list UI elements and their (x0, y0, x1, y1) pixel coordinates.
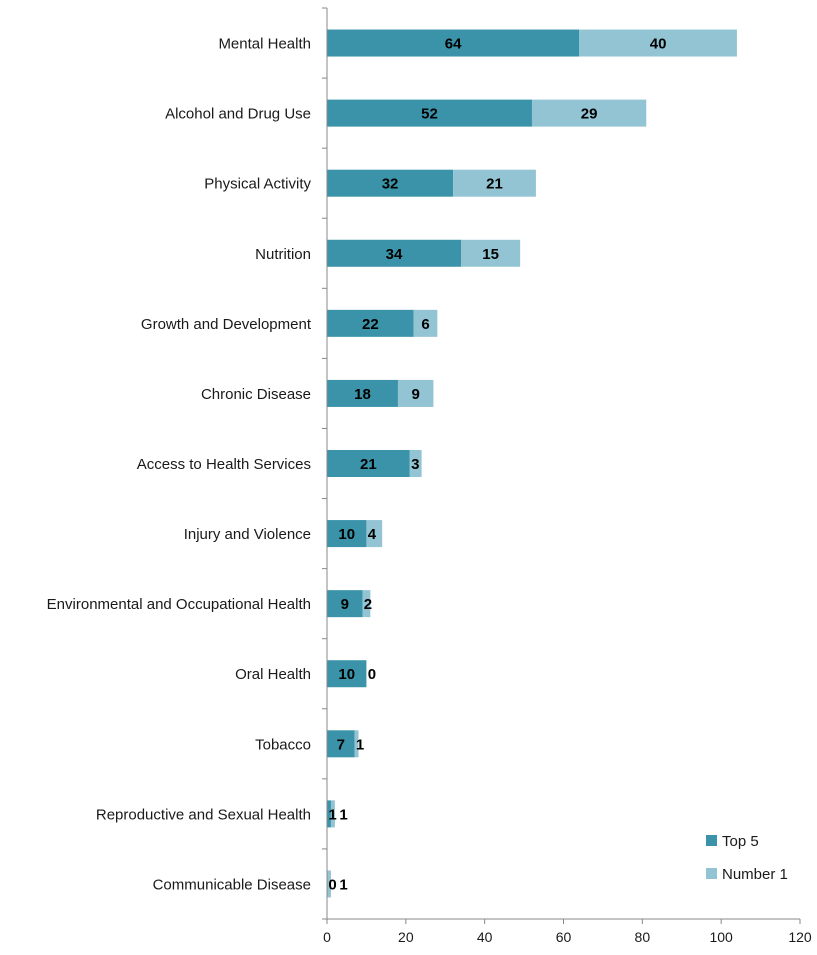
bar-nutrition-top-5 (327, 239, 462, 267)
legend-label-number-1: Number 1 (722, 866, 788, 883)
data-label-reproductive-and-sexual-health-number-1: 1 (339, 806, 347, 823)
bar-oral-health-top-5 (327, 660, 367, 688)
bar-chronic-disease-top-5 (327, 379, 398, 407)
bar-environmental-and-occupational-health-number-1 (362, 590, 371, 618)
category-label-reproductive-and-sexual-health: Reproductive and Sexual Health (96, 806, 311, 823)
x-tick-label-120: 120 (788, 929, 812, 945)
data-label-tobacco-top-5: 7 (337, 736, 345, 753)
bar-alcohol-and-drug-use-top-5 (327, 99, 532, 127)
bar-reproductive-and-sexual-health-number-1 (330, 800, 335, 828)
x-tick-label-40: 40 (477, 929, 493, 945)
bar-communicable-disease-number-1 (327, 870, 331, 898)
category-label-communicable-disease: Communicable Disease (153, 876, 311, 893)
x-tick-label-100: 100 (709, 929, 733, 945)
category-label-injury-and-violence: Injury and Violence (184, 526, 311, 543)
bar-injury-and-violence-number-1 (366, 520, 383, 548)
category-label-nutrition: Nutrition (255, 246, 311, 263)
data-label-physical-activity-top-5: 32 (382, 176, 399, 193)
bar-mental-health-top-5 (327, 29, 580, 57)
data-label-chronic-disease-top-5: 18 (354, 386, 371, 403)
legend: Top 5 Number 1 (706, 833, 788, 883)
x-tick-label-60: 60 (556, 929, 572, 945)
bars-group (327, 29, 737, 898)
category-label-physical-activity: Physical Activity (204, 176, 311, 193)
data-label-communicable-disease-number-1: 1 (339, 876, 347, 893)
bar-tobacco-number-1 (354, 730, 359, 758)
bar-reproductive-and-sexual-health-top-5 (327, 800, 331, 828)
data-label-access-to-health-services-number-1: 3 (411, 456, 419, 473)
data-label-mental-health-top-5: 64 (445, 36, 462, 53)
data-label-environmental-and-occupational-health-top-5: 9 (341, 596, 349, 613)
legend-swatch-number-1 (706, 868, 717, 879)
axes-group: 0 20 40 60 80 100 120 (322, 7, 812, 945)
legend-swatch-top-5 (706, 835, 717, 846)
data-label-physical-activity-number-1: 21 (486, 176, 503, 193)
data-label-injury-and-violence-number-1: 4 (368, 526, 377, 543)
category-label-tobacco: Tobacco (255, 736, 311, 753)
bar-nutrition-number-1 (461, 239, 521, 267)
data-label-chronic-disease-number-1: 9 (412, 386, 420, 403)
bar-mental-health-number-1 (579, 29, 737, 57)
data-label-communicable-disease-top-5: 0 (328, 876, 336, 893)
data-label-oral-health-number-1: 0 (368, 666, 376, 683)
bar-growth-and-development-top-5 (327, 309, 414, 337)
data-label-oral-health-top-5: 10 (338, 666, 355, 683)
category-label-environmental-and-occupational-health: Environmental and Occupational Health (47, 596, 311, 613)
bar-access-to-health-services-number-1 (409, 450, 422, 477)
bar-injury-and-violence-top-5 (327, 520, 367, 548)
data-label-mental-health-number-1: 40 (650, 36, 667, 53)
bar-chronic-disease-number-1 (397, 379, 434, 407)
bar-alcohol-and-drug-use-number-1 (531, 99, 647, 127)
data-label-nutrition-top-5: 34 (386, 246, 403, 263)
data-label-reproductive-and-sexual-health-top-5: 1 (328, 806, 336, 823)
bar-growth-and-development-number-1 (413, 309, 438, 337)
bar-physical-activity-top-5 (327, 169, 454, 197)
category-label-access-to-health-services: Access to Health Services (137, 456, 311, 473)
data-label-alcohol-and-drug-use-number-1: 29 (581, 106, 598, 123)
data-label-growth-and-development-top-5: 22 (362, 316, 379, 333)
category-label-mental-health: Mental Health (218, 36, 311, 53)
category-label-oral-health: Oral Health (235, 666, 311, 683)
x-tick-label-20: 20 (398, 929, 414, 945)
category-label-chronic-disease: Chronic Disease (201, 386, 311, 403)
data-label-tobacco-number-1: 1 (356, 736, 364, 753)
data-label-environmental-and-occupational-health-number-1: 2 (364, 596, 372, 613)
legend-label-top-5: Top 5 (722, 833, 759, 850)
data-label-alcohol-and-drug-use-top-5: 52 (421, 106, 438, 123)
data-label-growth-and-development-number-1: 6 (421, 316, 429, 333)
bar-environmental-and-occupational-health-top-5 (327, 590, 363, 618)
category-label-growth-and-development: Growth and Development (141, 316, 312, 333)
bar-physical-activity-number-1 (453, 169, 536, 197)
bar-tobacco-top-5 (327, 730, 355, 758)
category-label-alcohol-and-drug-use: Alcohol and Drug Use (165, 106, 311, 123)
x-tick-label-80: 80 (635, 929, 651, 945)
bar-access-to-health-services-top-5 (327, 450, 410, 477)
x-tick-label-0: 0 (323, 929, 331, 945)
data-label-injury-and-violence-top-5: 10 (338, 526, 355, 543)
data-label-access-to-health-services-top-5: 21 (360, 456, 377, 473)
data-label-nutrition-number-1: 15 (482, 246, 499, 263)
